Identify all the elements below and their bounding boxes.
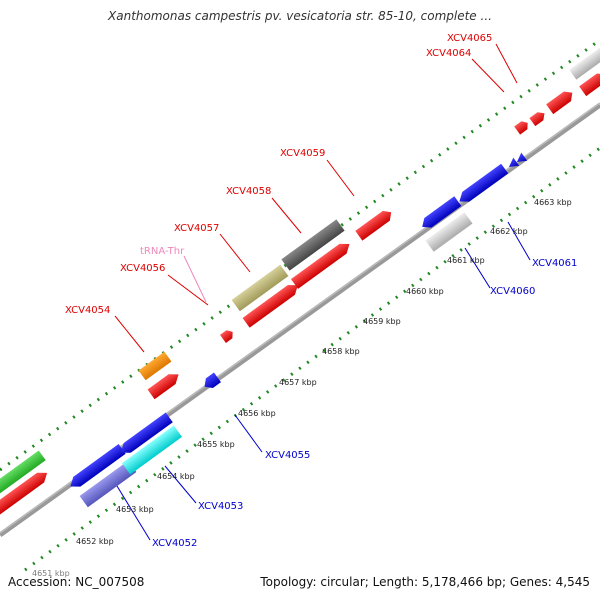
kbp-tick-4656: 4656 kbp — [238, 409, 276, 418]
kbp-tick-4662: 4662 kbp — [490, 227, 528, 236]
kbp-tick-4652: 4652 kbp — [76, 537, 114, 546]
forward-genes — [0, 46, 600, 522]
kbp-tick-4655: 4655 kbp — [197, 440, 235, 449]
gene-label-xcv4061: XCV4061 — [532, 258, 577, 269]
genome-summary-text: Topology: circular; Length: 5,178,466 bp… — [260, 575, 590, 589]
kbp-tick-4658: 4658 kbp — [322, 347, 360, 356]
gene-red-4659[interactable] — [242, 280, 302, 328]
gene-label-xcv4058: XCV4058 — [226, 186, 271, 197]
gene-blue-4661[interactable] — [419, 196, 462, 232]
gene-light-right[interactable] — [569, 46, 600, 80]
gene-xcv4061[interactable] — [456, 163, 509, 207]
gene-xcv4064[interactable] — [514, 119, 530, 135]
gene-label-trna-thr: tRNA-Thr — [140, 246, 185, 257]
gene-label-xcv4053: XCV4053 — [198, 501, 243, 512]
gene-blue-small-b[interactable] — [514, 152, 528, 166]
reverse-tick-line — [24, 146, 600, 572]
kbp-tick-4659: 4659 kbp — [363, 317, 401, 326]
gene-xcv4053[interactable] — [121, 425, 183, 475]
gene-label-xcv4057: XCV4057 — [174, 223, 219, 234]
gene-red-right[interactable] — [546, 88, 576, 115]
gene-red-left[interactable] — [0, 468, 51, 522]
gene-label-xcv4065: XCV4065 — [447, 33, 492, 44]
gene-xcv4054[interactable] — [138, 351, 172, 381]
gene-blue-4655[interactable] — [117, 412, 173, 458]
gene-xcv4060[interactable] — [425, 212, 473, 252]
gene-blue-small-a[interactable] — [506, 157, 520, 171]
gene-xcv4065[interactable] — [529, 109, 547, 127]
gene-xcv4057[interactable] — [231, 264, 289, 312]
gene-xcv4058[interactable] — [281, 219, 345, 271]
kbp-tick-4663: 4663 kbp — [534, 198, 572, 207]
gene-xcv4056[interactable] — [220, 328, 236, 343]
gene-green[interactable] — [0, 450, 46, 496]
gene-label-xcv4059: XCV4059 — [280, 148, 325, 159]
gene-label-xcv4056: XCV4056 — [120, 263, 165, 274]
gene-label-xcv4054: XCV4054 — [65, 305, 110, 316]
gene-label-xcv4052: XCV4052 — [152, 538, 197, 549]
kbp-tick-4654: 4654 kbp — [157, 472, 195, 481]
kbp-tick-4657: 4657 kbp — [279, 378, 317, 387]
gene-xcv4052[interactable] — [79, 460, 137, 508]
reverse-genes — [67, 152, 528, 508]
gene-label-xcv4055: XCV4055 — [265, 450, 310, 461]
gene-blue-4653[interactable] — [67, 443, 126, 491]
kbp-tick-4660: 4660 kbp — [406, 287, 444, 296]
gene-label-xcv4064: XCV4064 — [426, 48, 471, 59]
label-pointers — [114, 43, 531, 541]
kbp-tick-4653: 4653 kbp — [116, 505, 154, 514]
gene-red-4655[interactable] — [147, 370, 183, 400]
gene-xcv4059[interactable] — [355, 207, 394, 241]
gene-xcv4055[interactable] — [201, 372, 221, 391]
gene-red-4660[interactable] — [290, 239, 353, 289]
accession-text: Accession: NC_007508 — [8, 575, 145, 589]
kbp-tick-4661: 4661 kbp — [447, 256, 485, 265]
gene-label-xcv4060: XCV4060 — [490, 286, 535, 297]
gene-red-edge[interactable] — [579, 70, 600, 97]
kbp-tick-4651: 4651 kbp — [32, 569, 70, 578]
map-title: Xanthomonas campestris pv. vesicatoria s… — [108, 9, 492, 23]
